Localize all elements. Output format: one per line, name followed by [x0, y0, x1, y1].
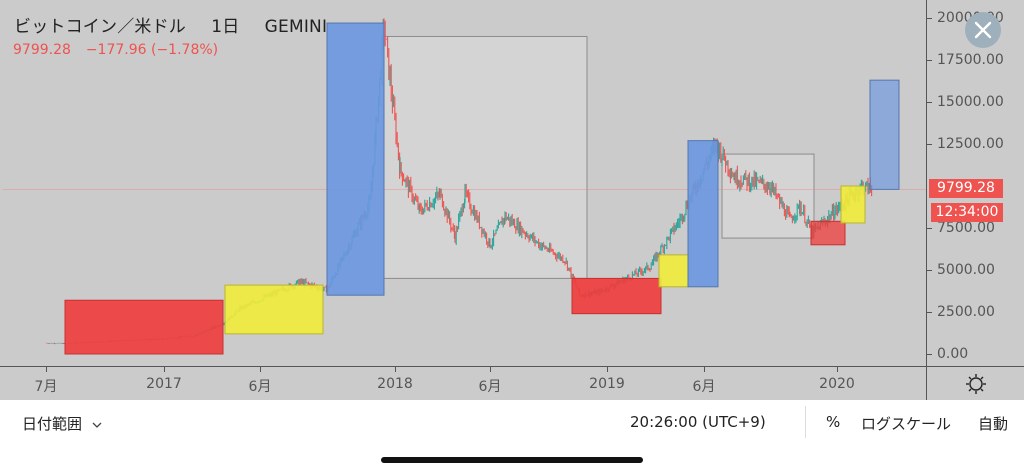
symbol-name: ビットコイン／米ドル [14, 17, 186, 37]
time-axis-label: 6月 [248, 379, 272, 395]
price-axis-label: 15000.00 [937, 94, 1004, 110]
time-axis[interactable]: 7月 2017 6月 2018 6月 2019 6月 2020 [0, 366, 926, 401]
close-button[interactable] [965, 12, 1001, 48]
toolbar-divider [805, 406, 806, 438]
blue-rectangle-drawing[interactable] [869, 79, 900, 190]
price-tick [927, 354, 932, 355]
date-range-label: 日付範囲 [22, 415, 83, 433]
price-tick [927, 102, 932, 103]
date-range-button[interactable]: 日付範囲 [22, 413, 102, 434]
yellow-rectangle-drawing[interactable] [658, 254, 689, 288]
time-axis-label: 6月 [692, 379, 716, 395]
percent-scale-toggle[interactable]: % [826, 413, 841, 431]
symbol-title: ビットコイン／米ドル 1日 GEMINI [14, 12, 327, 37]
red-rectangle-drawing[interactable] [571, 277, 662, 315]
price-chart-plot[interactable] [3, 3, 926, 366]
highlight-drawings [64, 22, 900, 355]
blue-rectangle-drawing[interactable] [687, 140, 719, 288]
yellow-rectangle-drawing[interactable] [840, 185, 866, 224]
exchange-label: GEMINI [264, 17, 328, 37]
time-tick [607, 367, 608, 372]
gray-rectangle-drawing[interactable] [383, 35, 588, 279]
price-tick [927, 18, 932, 19]
last-price: 9799.28 [13, 42, 71, 58]
yellow-rectangle-drawing[interactable] [224, 284, 324, 335]
time-axis-label: 7月 [34, 379, 58, 395]
last-price-badge: 9799.28 [929, 179, 1003, 198]
time-tick [164, 367, 165, 372]
time-tick [837, 367, 838, 372]
auto-scale-toggle[interactable]: 自動 [978, 415, 1009, 433]
time-tick [260, 367, 261, 372]
price-axis-label: 12500.00 [937, 136, 1004, 152]
time-axis-label: 2020 [819, 376, 855, 392]
chart-settings-button[interactable] [926, 366, 1024, 401]
price-change-percent: (−1.78%) [150, 42, 219, 58]
red-rectangle-drawing[interactable] [64, 299, 224, 355]
time-axis-label: 2017 [146, 376, 182, 392]
blue-rectangle-drawing[interactable] [326, 22, 385, 296]
chevron-down-icon [92, 422, 102, 428]
price-tick [927, 270, 932, 271]
price-axis[interactable]: 20000.0017500.0015000.0012500.007500.005… [926, 0, 1024, 366]
gray-rectangle-drawing[interactable] [721, 153, 815, 239]
price-axis-label: 0.00 [937, 346, 969, 362]
clock-timezone[interactable]: 20:26:00 (UTC+9) [630, 413, 766, 431]
price-axis-label: 7500.00 [937, 220, 995, 236]
time-tick [395, 367, 396, 372]
close-icon [974, 21, 992, 39]
price-change: −177.96 [85, 42, 147, 58]
price-change-line: 9799.28 −177.96 (−1.78%) [13, 42, 218, 58]
price-axis-label: 17500.00 [937, 52, 1004, 68]
home-indicator [381, 457, 643, 463]
price-tick [927, 144, 932, 145]
drawing-layer [383, 35, 815, 279]
sun-gear-icon [966, 374, 986, 394]
candlestick-chart[interactable] [3, 3, 926, 366]
price-axis-label: 2500.00 [937, 304, 995, 320]
bar-countdown-badge: 12:34:00 [931, 203, 1003, 222]
time-axis-label: 2019 [589, 376, 625, 392]
red-rectangle-drawing[interactable] [810, 220, 846, 246]
time-axis-label: 6月 [478, 379, 502, 395]
time-tick [704, 367, 705, 372]
price-tick [927, 312, 932, 313]
interval-label: 1日 [211, 17, 240, 37]
bottom-toolbar: 日付範囲 20:26:00 (UTC+9) % ログスケール 自動 [0, 400, 1024, 446]
price-axis-label: 5000.00 [937, 262, 995, 278]
price-tick [927, 228, 932, 229]
time-tick [490, 367, 491, 372]
chart-container[interactable]: ビットコイン／米ドル 1日 GEMINI 9799.28 −177.96 (−1… [0, 0, 1024, 401]
time-tick [46, 367, 47, 372]
price-tick [927, 60, 932, 61]
time-axis-label: 2018 [377, 376, 413, 392]
log-scale-toggle[interactable]: ログスケール [861, 415, 952, 433]
